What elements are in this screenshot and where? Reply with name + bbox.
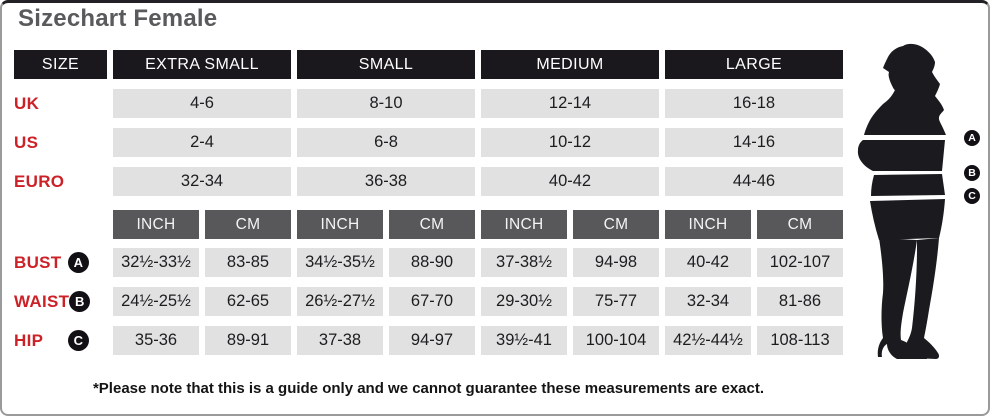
unit-header-cm: CM <box>205 210 291 239</box>
euro-large-value: 44-46 <box>665 167 843 196</box>
marker-c-badge: C <box>68 330 89 351</box>
waist-s-inch: 26½-27½ <box>297 287 383 316</box>
row-label-bust: BUST A <box>14 248 107 277</box>
hip-m-cm: 100-104 <box>573 326 659 355</box>
row-label-waist: WAIST B <box>14 287 107 316</box>
hip-s-cm: 94-97 <box>389 326 475 355</box>
us-large-value: 14-16 <box>665 128 843 157</box>
euro-extra-small-value: 32-34 <box>113 167 291 196</box>
page-title: Sizechart Female <box>18 5 218 32</box>
us-medium-value: 10-12 <box>481 128 659 157</box>
bust-s-inch: 34½-35½ <box>297 248 383 277</box>
table-units-row: INCH CM INCH CM INCH CM INCH CM <box>14 210 850 239</box>
figure-marker-b-badge: B <box>964 165 980 181</box>
column-header-medium: MEDIUM <box>481 50 659 79</box>
row-label-uk: UK <box>14 93 40 113</box>
uk-small-value: 8-10 <box>297 89 475 118</box>
waist-l-inch: 32-34 <box>665 287 751 316</box>
table-row-euro: EURO 32-34 36-38 40-42 44-46 <box>14 167 850 196</box>
bust-m-inch: 37-38½ <box>481 248 567 277</box>
uk-large-value: 16-18 <box>665 89 843 118</box>
sizechart-table: SIZE EXTRA SMALL SMALL MEDIUM LARGE UK 4… <box>14 50 850 365</box>
bust-l-cm: 102-107 <box>757 248 843 277</box>
hip-m-inch: 39½-41 <box>481 326 567 355</box>
waist-label: WAIST <box>14 291 70 311</box>
size-column-header: SIZE <box>14 50 107 79</box>
uk-extra-small-value: 4-6 <box>113 89 291 118</box>
uk-medium-value: 12-14 <box>481 89 659 118</box>
unit-header-cm: CM <box>573 210 659 239</box>
hip-s-inch: 37-38 <box>297 326 383 355</box>
column-header-extra-small: EXTRA SMALL <box>113 50 291 79</box>
unit-header-cm: CM <box>757 210 843 239</box>
female-silhouette-icon <box>857 43 946 359</box>
table-header-row: SIZE EXTRA SMALL SMALL MEDIUM LARGE <box>14 50 850 79</box>
waist-m-cm: 75-77 <box>573 287 659 316</box>
unit-header-inch: INCH <box>481 210 567 239</box>
figure-marker-c-badge: C <box>964 188 980 204</box>
unit-header-inch: INCH <box>297 210 383 239</box>
hip-xs-inch: 35-36 <box>113 326 199 355</box>
unit-header-cm: CM <box>389 210 475 239</box>
hip-l-cm: 108-113 <box>757 326 843 355</box>
bust-xs-cm: 83-85 <box>205 248 291 277</box>
waist-xs-cm: 62-65 <box>205 287 291 316</box>
row-label-euro: EURO <box>14 171 65 191</box>
figure-marker-a-badge: A <box>964 130 980 146</box>
table-row-us: US 2-4 6-8 10-12 14-16 <box>14 128 850 157</box>
marker-a-badge: A <box>68 252 89 273</box>
row-label-us: US <box>14 132 39 152</box>
us-small-value: 6-8 <box>297 128 475 157</box>
waist-s-cm: 67-70 <box>389 287 475 316</box>
bust-xs-inch: 32½-33½ <box>113 248 199 277</box>
table-row-hip: HIP C 35-36 89-91 37-38 94-97 39½-41 100… <box>14 326 850 355</box>
waist-l-cm: 81-86 <box>757 287 843 316</box>
hip-xs-cm: 89-91 <box>205 326 291 355</box>
table-row-uk: UK 4-6 8-10 12-14 16-18 <box>14 89 850 118</box>
table-row-waist: WAIST B 24½-25½ 62-65 26½-27½ 67-70 29-3… <box>14 287 850 316</box>
waist-m-inch: 29-30½ <box>481 287 567 316</box>
column-header-large: LARGE <box>665 50 843 79</box>
unit-header-inch: INCH <box>113 210 199 239</box>
unit-header-inch: INCH <box>665 210 751 239</box>
bust-s-cm: 88-90 <box>389 248 475 277</box>
hip-l-inch: 42½-44½ <box>665 326 751 355</box>
hip-label: HIP <box>14 330 44 350</box>
bust-label: BUST <box>14 252 62 272</box>
units-row-spacer <box>14 210 107 239</box>
marker-b-badge: B <box>69 291 91 312</box>
disclaimer-note: *Please note that this is a guide only a… <box>92 380 765 397</box>
euro-small-value: 36-38 <box>297 167 475 196</box>
bust-m-cm: 94-98 <box>573 248 659 277</box>
column-header-small: SMALL <box>297 50 475 79</box>
waist-xs-inch: 24½-25½ <box>113 287 199 316</box>
table-row-bust: BUST A 32½-33½ 83-85 34½-35½ 88-90 37-38… <box>14 248 850 277</box>
euro-medium-value: 40-42 <box>481 167 659 196</box>
us-extra-small-value: 2-4 <box>113 128 291 157</box>
bust-l-inch: 40-42 <box>665 248 751 277</box>
row-label-hip: HIP C <box>14 326 107 355</box>
